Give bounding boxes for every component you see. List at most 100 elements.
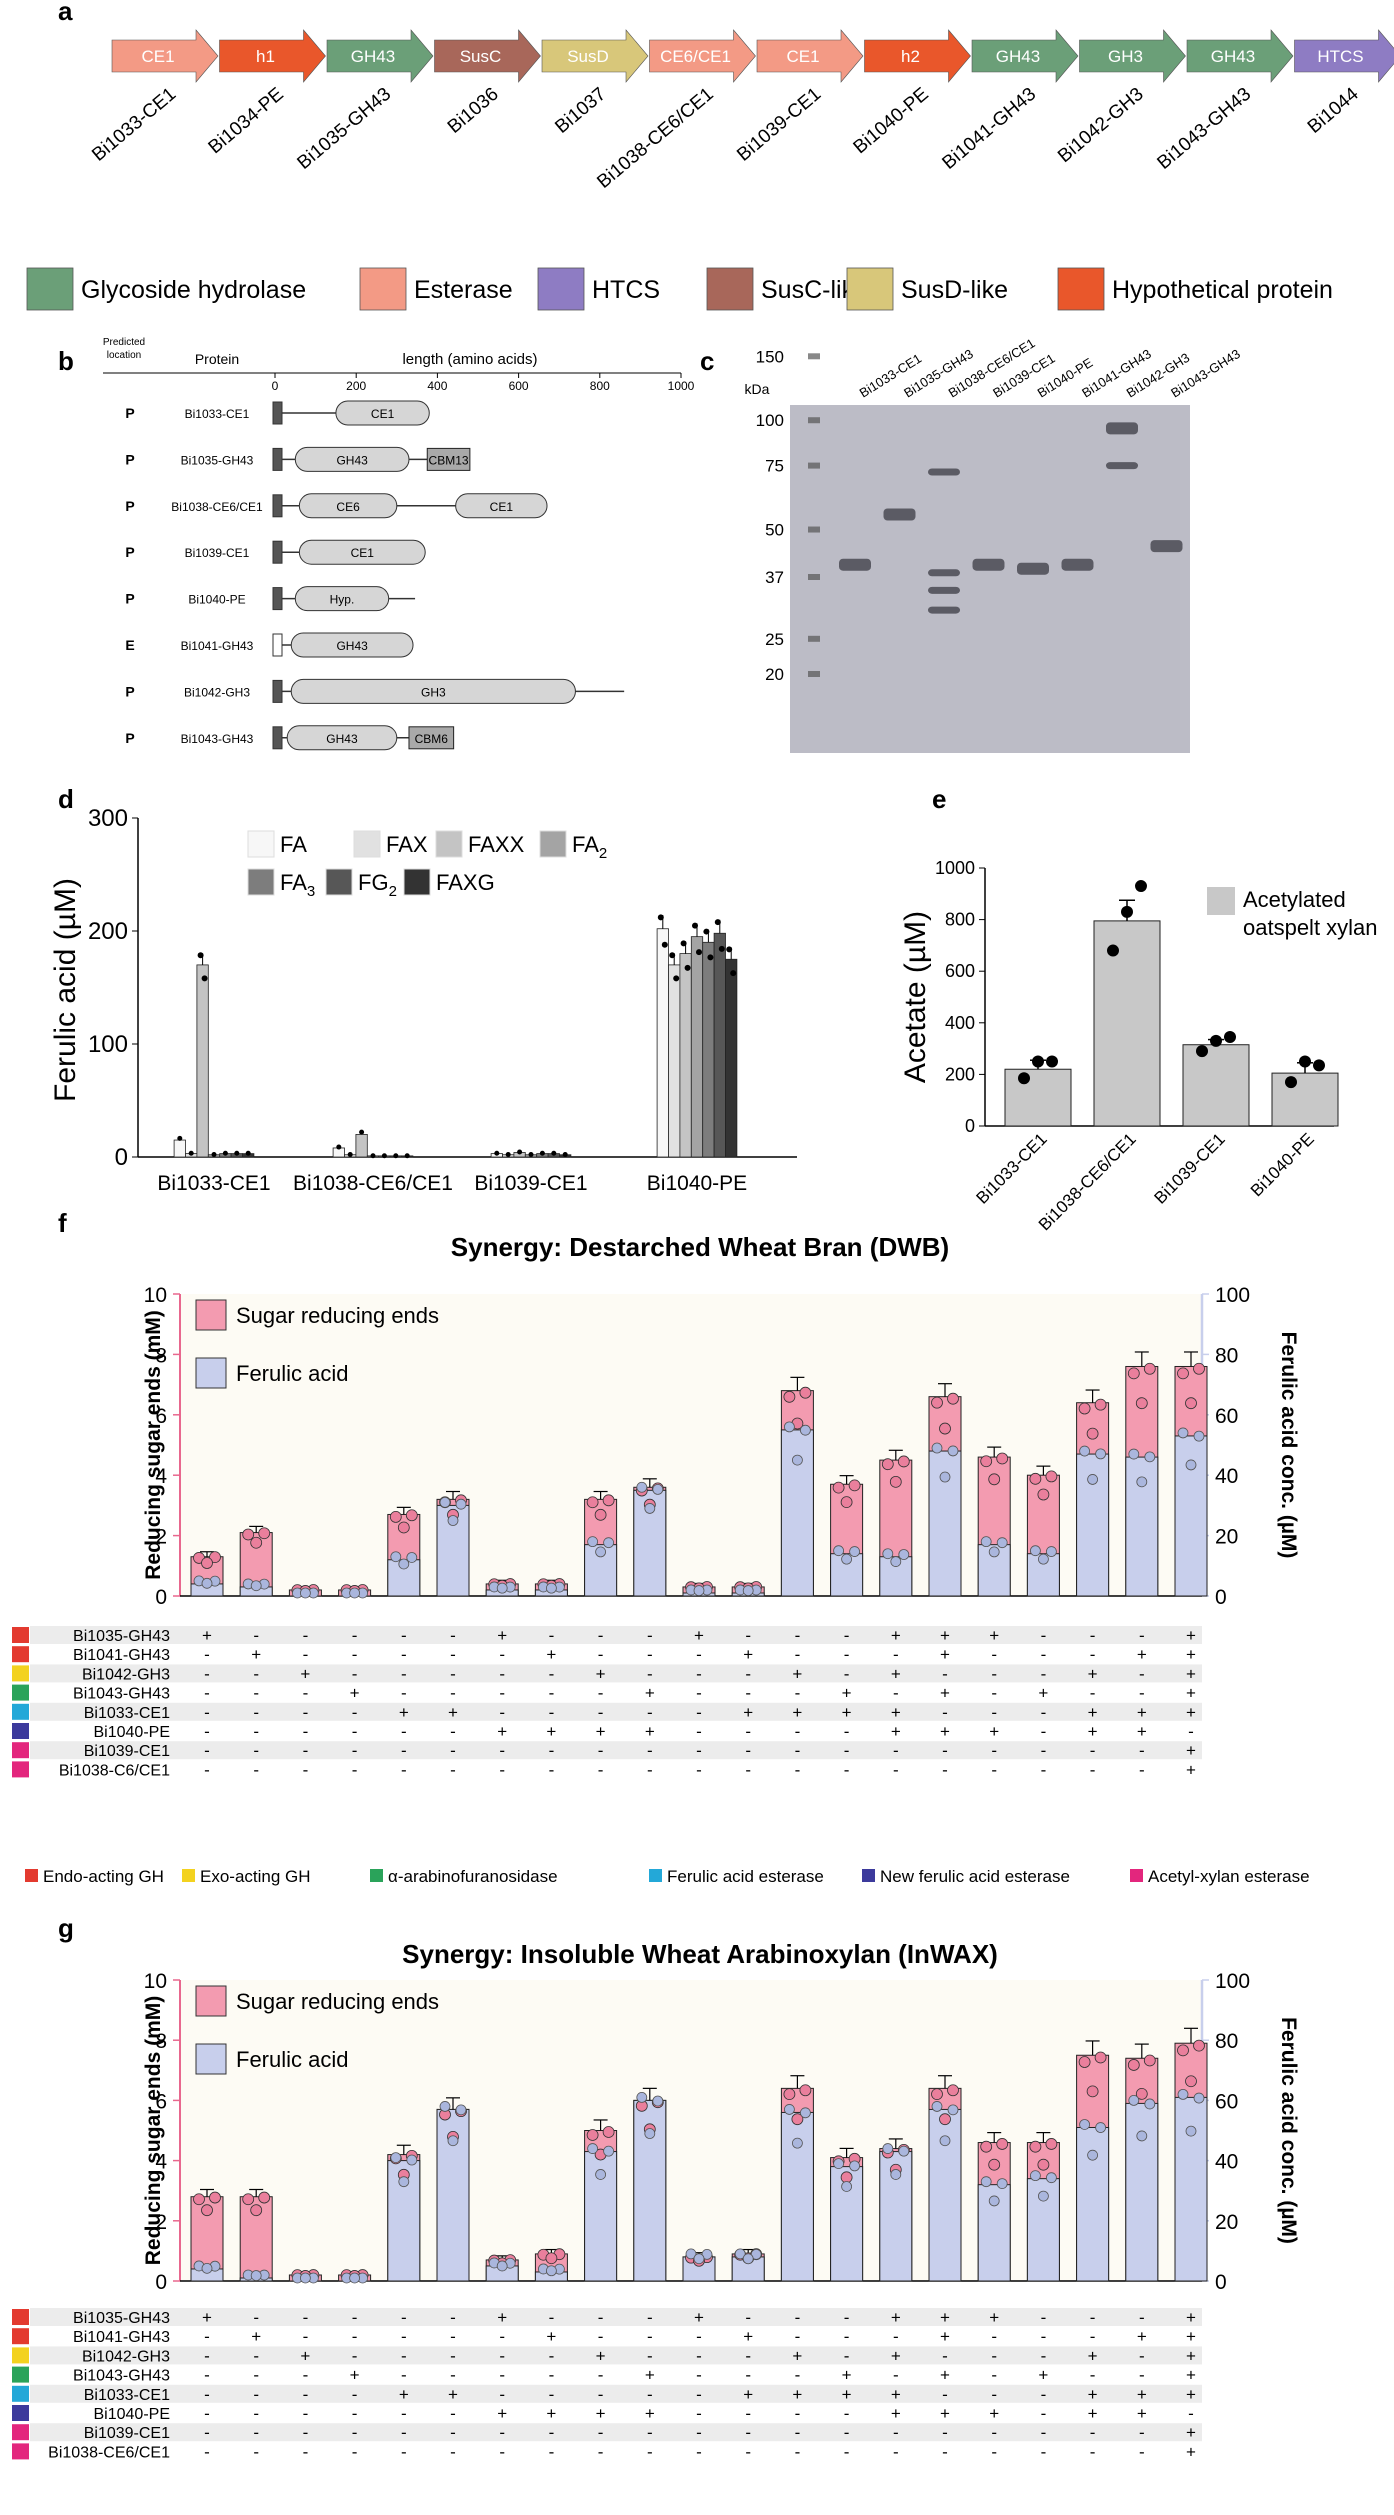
matrix-sign: - [795,1741,801,1760]
header-length: length (amino acids) [402,351,537,368]
matrix-sign: - [1139,2308,1145,2327]
sds-page-gel-panel: kDa1501007550372520Bi1033-CE1Bi1035-GH43… [745,335,1243,753]
panel-label-f: f [58,1208,67,1238]
legend-label: HTCS [592,276,660,304]
legend-label: Esterase [414,276,513,304]
legend-subscript: 2 [599,845,607,862]
matrix-row-label: Bi1038-C6/CE1 [59,1762,170,1779]
matrix-sign: - [1139,1684,1145,1703]
matrix-sign: + [1186,1741,1196,1760]
matrix-sign: - [942,2423,948,2442]
matrix-sign: + [350,2366,360,2385]
sugar-point [931,2088,943,2101]
gene-arrow [864,29,971,83]
chart-title: Synergy: Insoluble Wheat Arabinoxylan (I… [402,1939,998,1969]
y2-tick-label: 80 [1215,1344,1238,1367]
axis-tick-label: 200 [346,379,366,393]
ferulic-point [1046,2172,1057,2184]
gel-band [1106,422,1138,435]
matrix-sign: - [352,1703,358,1722]
matrix-sign: + [743,2327,753,2346]
matrix-sign: - [204,1703,210,1722]
matrix-row-stripe [30,2308,1202,2326]
sugar-point [602,1494,615,1507]
legend-label: FAXG [436,870,495,895]
domain-label: CE6 [336,500,360,514]
legend-swatch-pink [195,1985,227,2017]
matrix-sign: - [745,2366,751,2385]
legend-label: FAX [386,832,428,857]
matrix-sign: + [202,2308,212,2327]
matrix-sign: - [499,2442,505,2461]
ferulic-point [882,2143,894,2154]
y-tick-label: 0 [965,1116,975,1136]
legend-label: Acetylated [1243,887,1346,912]
matrix-sign: + [1186,2327,1196,2346]
category-label: Bi1040-PE [1247,1129,1318,1200]
gene-arrow [649,29,756,83]
matrix-sign: - [942,2442,948,2461]
row-protein: Bi1041-GH43 [181,639,254,653]
matrix-sign: - [696,1664,702,1683]
ferulic-point [742,2253,754,2265]
y-axis-title: Reducing sugar ends (mM) [142,1996,165,2266]
data-point [1107,944,1119,957]
ferulic-point [349,2272,361,2284]
marker-label: 150 [756,347,784,366]
matrix-sign: - [844,1645,850,1664]
matrix-sign: + [1137,1703,1147,1722]
matrix-legend-swatch [649,1869,662,1882]
matrix-sign: - [253,1626,259,1645]
matrix-sign: - [1139,1741,1145,1760]
matrix-sign: + [891,1664,901,1683]
domain-oval [298,493,398,519]
ferulic-point [1087,2149,1098,2161]
matrix-sign: - [204,1664,210,1683]
matrix-sign: - [450,2308,456,2327]
ferulic-point [439,1496,451,1508]
data-point [1210,1034,1222,1047]
sugar-point [783,2088,796,2101]
matrix-sign: - [303,1684,309,1703]
matrix-sign: - [401,2308,407,2327]
signal-peptide [272,494,283,518]
signal-peptide [272,447,283,471]
data-point [177,1135,183,1141]
gene-arrow-label: GH43 [996,47,1040,66]
matrix-sign: - [844,1722,850,1741]
data-point [692,922,698,929]
ferulic-point [652,1483,664,1495]
group-label: Bi1039-CE1 [474,1172,587,1195]
matrix-sign: - [1041,2385,1047,2404]
domain-oval [294,586,390,612]
ferulic-point [800,1424,811,1436]
matrix-row-color [12,2443,29,2460]
matrix-sign: - [549,1684,555,1703]
matrix-sign: - [991,1664,997,1683]
gene-arrow [756,29,864,83]
ferulic-point [947,2104,959,2116]
gene-arrow-label: GH43 [1211,47,1255,66]
matrix-sign: - [1041,1664,1047,1683]
domain-label: CBM6 [415,732,449,746]
legend-subscript: 3 [307,883,315,900]
matrix-sign: + [891,1626,901,1645]
ferulic-point [1185,2125,1197,2137]
ferulic-point [980,1536,992,1548]
marker-label: 75 [765,457,784,476]
y-tick-label: 300 [88,805,128,832]
signal-peptide [272,587,283,611]
sugar-point [939,2113,951,2126]
matrix-sign: - [696,1722,702,1741]
matrix-row-stripe [30,1664,1202,1683]
ferulic-point [931,2101,943,2112]
sugar-point [1193,1362,1205,1375]
gene-name: Bi1041-GH43 [939,84,1041,174]
matrix-sign: - [1041,2442,1047,2461]
matrix-sign: - [499,1703,505,1722]
matrix-sign: + [1186,2442,1196,2461]
y-axis-title: Acetate (µM) [899,911,932,1083]
gene-arrow [434,29,541,83]
matrix-sign: - [893,1684,899,1703]
